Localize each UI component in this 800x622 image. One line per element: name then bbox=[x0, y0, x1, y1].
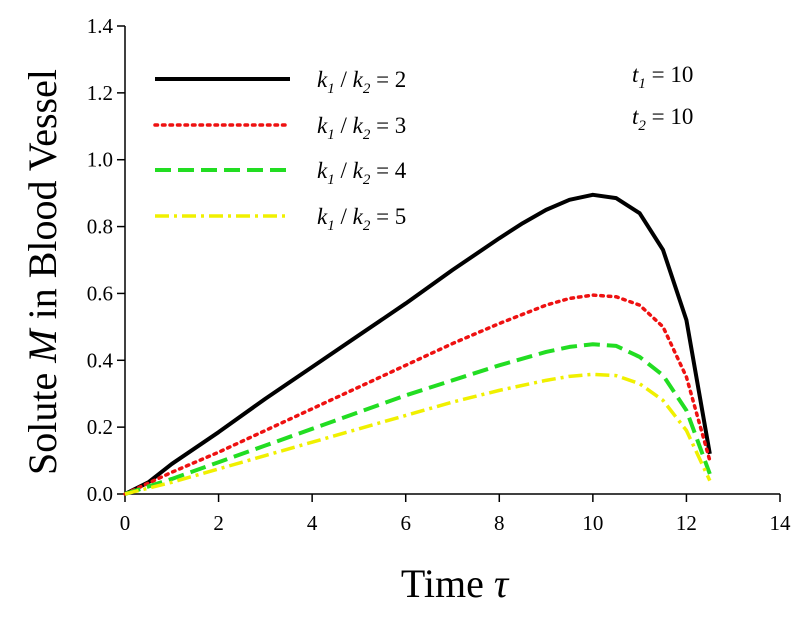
series-line-2 bbox=[123, 293, 712, 496]
x-tick-label: 10 bbox=[582, 511, 603, 535]
y-tick-label: 0.0 bbox=[87, 482, 113, 506]
legend-label-2: k1 / k2 = 3 bbox=[317, 113, 406, 143]
legend-label-1: k1 / k2 = 2 bbox=[317, 67, 406, 97]
x-tick-label: 4 bbox=[307, 511, 318, 535]
parameter-label-1: t1 = 10 bbox=[632, 62, 693, 92]
x-tick-label: 2 bbox=[213, 511, 224, 535]
y-tick-label: 1.0 bbox=[87, 148, 113, 172]
parameter-label-2: t2 = 10 bbox=[632, 104, 693, 134]
legend: k1 / k2 = 2 k1 / k2 = 3 k1 / k2 = 4 k1 / k2… bbox=[153, 67, 407, 234]
legend-label-3: k1 / k2 = 4 bbox=[317, 158, 407, 188]
x-tick-label: 12 bbox=[676, 511, 697, 535]
series-line-3 bbox=[124, 342, 712, 496]
x-tick-label: 6 bbox=[400, 511, 411, 535]
series-line-4 bbox=[124, 372, 712, 496]
x-tick-label: 0 bbox=[120, 511, 131, 535]
y-tick-label: 1.4 bbox=[87, 14, 114, 38]
parameter-annotations: t1 = 10 t2 = 10 bbox=[632, 62, 693, 134]
x-tick-label: 14 bbox=[770, 511, 792, 535]
y-tick-label: 0.6 bbox=[87, 281, 113, 305]
plot-area: 0 2 4 6 8 10 12 14 0.0 0.2 0.4 0.6 0.8 1.0 1.2 1.4 Time … bbox=[20, 14, 791, 606]
legend-label-4: k1 / k2 = 5 bbox=[317, 204, 406, 234]
y-tick-label: 0.4 bbox=[87, 348, 114, 372]
y-tick-label: 0.2 bbox=[87, 415, 113, 439]
series-line-1 bbox=[124, 192, 712, 496]
x-axis-title: Time τ bbox=[401, 561, 510, 606]
y-axis-title: Solute M in Blood Vessel bbox=[20, 69, 65, 475]
y-tick-label: 0.8 bbox=[87, 215, 113, 239]
y-tick-label: 1.2 bbox=[87, 81, 113, 105]
x-tick-label: 8 bbox=[494, 511, 505, 535]
